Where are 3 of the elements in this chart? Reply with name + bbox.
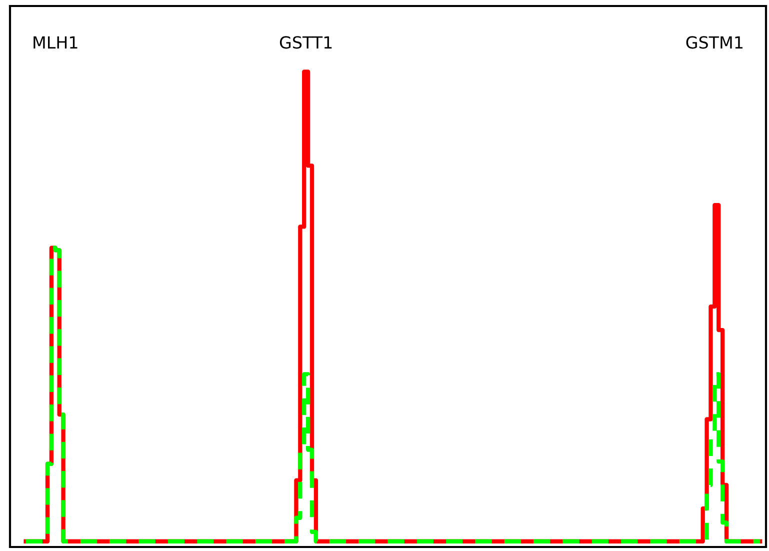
text: GSTM1 [686,36,742,49]
text: MLH1 [34,36,78,48]
text: GSTT1 [280,36,332,49]
